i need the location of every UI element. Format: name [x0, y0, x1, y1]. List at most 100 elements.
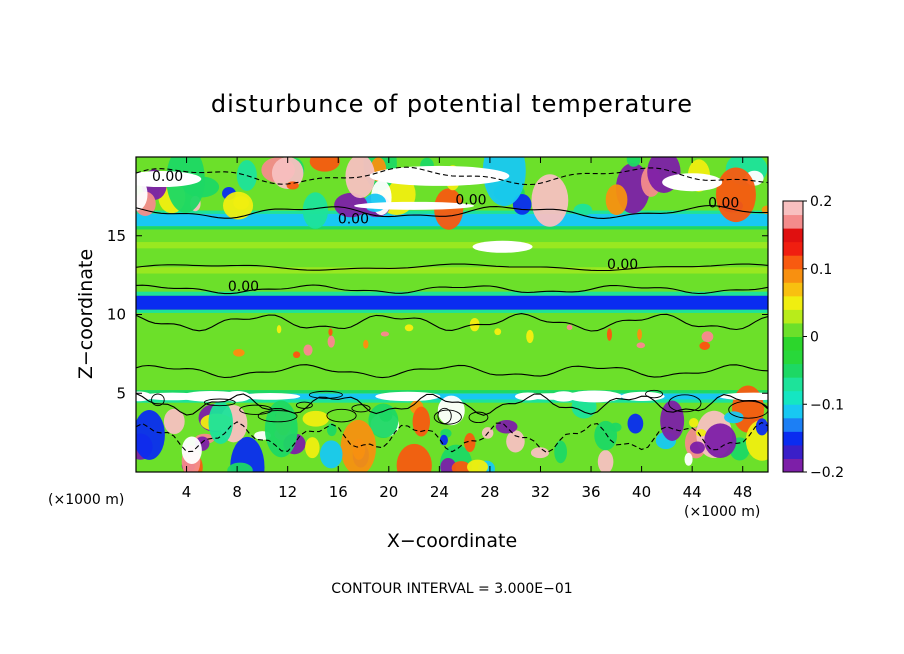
contour-label: 0.00 — [152, 169, 183, 185]
x-tick-labels: 4 8 12 16 20 24 28 32 36 40 44 48 — [182, 483, 752, 501]
contour-label: 0.00 — [607, 257, 638, 273]
colorbar-tick-label: −0.1 — [810, 397, 844, 413]
small-patch — [494, 328, 502, 336]
contour-line — [136, 364, 768, 379]
white-patch — [472, 240, 533, 253]
band-fringe — [136, 390, 768, 394]
color-patch — [573, 203, 593, 216]
white-patch — [662, 173, 723, 192]
small-patch — [276, 325, 282, 334]
colorbar-cell — [783, 363, 803, 378]
color-patch — [626, 157, 641, 167]
colorbar-cell — [783, 214, 803, 229]
small-patch — [404, 324, 414, 332]
color-patch — [695, 429, 707, 437]
color-patch — [684, 452, 693, 466]
contour-line — [136, 166, 768, 186]
colorbar-cell — [783, 350, 803, 365]
small-patch — [636, 342, 646, 349]
y-tick-labels: 5 10 15 — [107, 227, 126, 403]
color-patch — [163, 408, 185, 435]
x-unit-right: (×1000 m) — [684, 504, 760, 520]
color-patch — [531, 174, 569, 227]
color-patch — [345, 157, 375, 199]
colorbar-cell — [783, 390, 803, 405]
colorbar-tick-label: −0.2 — [810, 465, 844, 481]
band-shade — [136, 242, 768, 249]
white-patch — [548, 392, 569, 401]
color-patch — [594, 420, 618, 451]
color-patch — [412, 406, 431, 437]
color-patch — [482, 157, 526, 207]
colorbar-cell — [783, 417, 803, 432]
color-patch — [379, 409, 393, 422]
color-patch — [464, 433, 476, 453]
color-patch — [340, 419, 377, 472]
x-tick-label: 32 — [531, 483, 550, 501]
contour-label: 0.00 — [338, 211, 369, 227]
x-tick-label: 40 — [632, 483, 651, 501]
colorbar-cell — [783, 268, 803, 283]
color-patch — [755, 418, 768, 436]
contour-line — [136, 421, 768, 454]
color-patch — [136, 409, 165, 460]
x-tick-label: 24 — [430, 483, 449, 501]
colorbar-cell — [783, 458, 803, 473]
band-shade — [136, 361, 768, 369]
contour-loop — [728, 400, 768, 419]
color-patch — [761, 205, 768, 215]
color-patch — [271, 157, 304, 190]
color-patch — [724, 411, 744, 424]
colorbar-cells — [783, 201, 803, 473]
color-patch — [597, 450, 614, 472]
x-tick-label: 28 — [480, 483, 499, 501]
white-patch — [369, 165, 510, 186]
colorbar-cell — [783, 444, 803, 459]
contour-lines — [136, 166, 768, 454]
contour-loop — [351, 404, 371, 413]
small-patch — [699, 341, 710, 350]
white-patch — [375, 391, 441, 402]
x-tick-label: 8 — [232, 483, 242, 501]
small-patch — [328, 328, 333, 336]
color-patch — [319, 440, 343, 469]
contour-label: 0.00 — [708, 196, 739, 212]
contour-line — [136, 393, 768, 416]
colorbar-cell — [783, 241, 803, 256]
y-tick-label: 15 — [107, 227, 126, 245]
small-patch — [380, 331, 390, 337]
x-unit-left: (×1000 m) — [48, 492, 124, 508]
colorbar-cell — [783, 228, 803, 243]
color-patch — [326, 423, 337, 437]
small-patch — [233, 349, 245, 357]
x-tick-label: 20 — [379, 483, 398, 501]
color-patch — [309, 157, 340, 172]
y-tick-label: 5 — [116, 384, 126, 402]
colorbar-tick-label: 0.1 — [810, 262, 832, 278]
white-patch — [136, 171, 202, 188]
contour-loop — [437, 407, 452, 424]
contour-loop — [645, 389, 663, 399]
contour-loop — [308, 390, 343, 399]
contour-labels: 0.00 0.00 0.00 0.00 0.00 0.00 — [152, 169, 739, 295]
color-patch — [688, 418, 699, 428]
small-patch — [526, 329, 534, 344]
contour-interval-note: CONTOUR INTERVAL = 3.000E−01 — [331, 581, 572, 597]
band-shade — [136, 267, 768, 274]
contour-loop — [151, 393, 165, 407]
x-tick-label: 12 — [278, 483, 297, 501]
x-axis-label: X−coordinate — [387, 530, 517, 552]
color-patch — [451, 461, 471, 472]
band — [136, 226, 768, 296]
small-patch — [363, 339, 369, 349]
x-tick-label: 44 — [683, 483, 702, 501]
axis-ticks — [136, 157, 768, 472]
band-fringe — [136, 309, 768, 313]
contour-loop — [257, 410, 298, 423]
color-patch — [181, 436, 202, 465]
color-patch — [208, 401, 233, 445]
color-patch — [506, 430, 525, 453]
colorbar-cell — [783, 295, 803, 310]
color-patch — [554, 440, 568, 464]
